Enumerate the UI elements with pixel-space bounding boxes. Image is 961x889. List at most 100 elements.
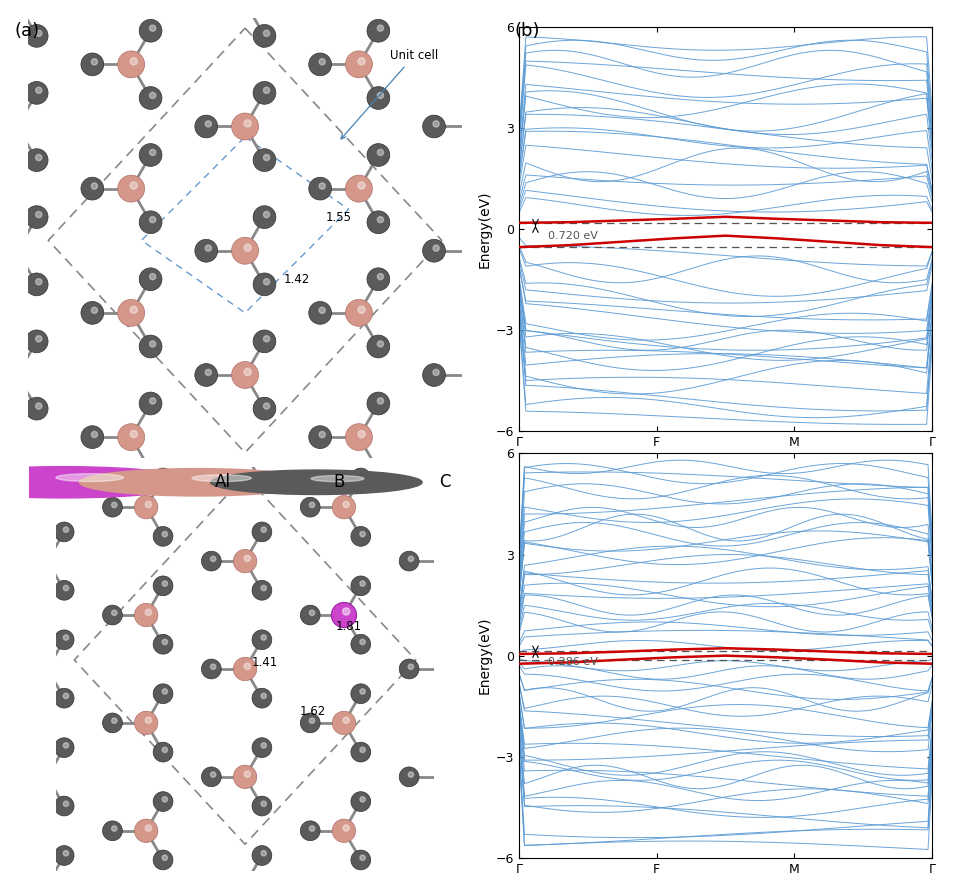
Circle shape: [351, 635, 371, 654]
Circle shape: [91, 59, 97, 65]
Circle shape: [63, 851, 68, 856]
Circle shape: [0, 467, 198, 498]
Circle shape: [54, 630, 74, 650]
Circle shape: [244, 663, 251, 669]
Circle shape: [378, 274, 383, 280]
Circle shape: [261, 693, 266, 699]
Circle shape: [351, 576, 371, 596]
Circle shape: [308, 53, 332, 76]
Circle shape: [359, 797, 365, 802]
Circle shape: [351, 526, 371, 546]
Circle shape: [234, 657, 257, 681]
Circle shape: [91, 308, 97, 314]
Circle shape: [244, 368, 251, 375]
Circle shape: [359, 581, 365, 587]
Text: (a): (a): [14, 22, 39, 40]
Text: 0.720 eV: 0.720 eV: [548, 230, 598, 241]
Circle shape: [145, 717, 152, 724]
Circle shape: [206, 369, 211, 375]
Circle shape: [103, 605, 122, 625]
Circle shape: [150, 217, 156, 223]
Circle shape: [36, 403, 42, 409]
Circle shape: [367, 268, 390, 291]
Circle shape: [346, 51, 373, 78]
Circle shape: [195, 364, 217, 387]
Circle shape: [308, 301, 332, 324]
Circle shape: [399, 659, 419, 679]
Circle shape: [346, 424, 373, 451]
Circle shape: [232, 113, 259, 140]
Circle shape: [153, 850, 173, 869]
Circle shape: [111, 502, 117, 508]
Circle shape: [367, 20, 390, 42]
Circle shape: [162, 532, 167, 537]
Circle shape: [359, 473, 365, 478]
Circle shape: [25, 148, 48, 172]
Circle shape: [244, 771, 251, 777]
Circle shape: [423, 239, 445, 262]
Circle shape: [261, 585, 266, 591]
Circle shape: [359, 639, 365, 645]
Circle shape: [103, 821, 122, 841]
Circle shape: [54, 522, 74, 541]
Text: 0.286 eV: 0.286 eV: [548, 657, 598, 667]
Circle shape: [252, 797, 272, 816]
Circle shape: [311, 476, 364, 482]
Circle shape: [63, 693, 68, 699]
Circle shape: [319, 308, 326, 314]
Circle shape: [263, 212, 270, 218]
Circle shape: [36, 30, 42, 36]
Circle shape: [234, 765, 257, 789]
Circle shape: [261, 742, 266, 749]
Circle shape: [202, 767, 221, 787]
Circle shape: [301, 605, 320, 625]
Circle shape: [357, 306, 365, 314]
Circle shape: [210, 557, 216, 562]
Circle shape: [252, 473, 272, 493]
Circle shape: [343, 501, 350, 508]
Circle shape: [359, 689, 365, 694]
Circle shape: [367, 86, 390, 109]
Circle shape: [139, 211, 162, 234]
Circle shape: [301, 821, 320, 841]
Circle shape: [145, 501, 152, 508]
Circle shape: [195, 239, 217, 262]
Circle shape: [346, 300, 373, 326]
Circle shape: [261, 635, 266, 640]
Circle shape: [234, 549, 257, 573]
Circle shape: [63, 477, 68, 483]
Circle shape: [263, 87, 270, 93]
Circle shape: [36, 278, 42, 284]
Circle shape: [244, 556, 251, 562]
Circle shape: [357, 58, 365, 65]
Circle shape: [162, 473, 167, 478]
Circle shape: [309, 718, 314, 724]
Circle shape: [192, 475, 251, 482]
Circle shape: [423, 364, 445, 387]
Circle shape: [150, 274, 156, 280]
Circle shape: [423, 115, 445, 138]
Circle shape: [333, 495, 356, 519]
Circle shape: [63, 635, 68, 640]
Circle shape: [80, 469, 316, 496]
Circle shape: [333, 711, 356, 734]
Circle shape: [162, 581, 167, 587]
Circle shape: [162, 689, 167, 694]
Circle shape: [308, 426, 332, 449]
Circle shape: [433, 121, 439, 127]
Circle shape: [36, 87, 42, 93]
Circle shape: [367, 144, 390, 166]
Circle shape: [145, 609, 152, 615]
Circle shape: [210, 470, 422, 494]
Text: Unit cell: Unit cell: [341, 49, 438, 139]
Circle shape: [202, 551, 221, 571]
Circle shape: [36, 155, 42, 161]
Circle shape: [399, 767, 419, 787]
Circle shape: [150, 340, 156, 347]
Circle shape: [378, 217, 383, 223]
Circle shape: [351, 792, 371, 812]
Circle shape: [117, 51, 144, 78]
Y-axis label: Energy(eV): Energy(eV): [478, 617, 491, 694]
Circle shape: [252, 688, 272, 708]
Circle shape: [357, 182, 365, 189]
